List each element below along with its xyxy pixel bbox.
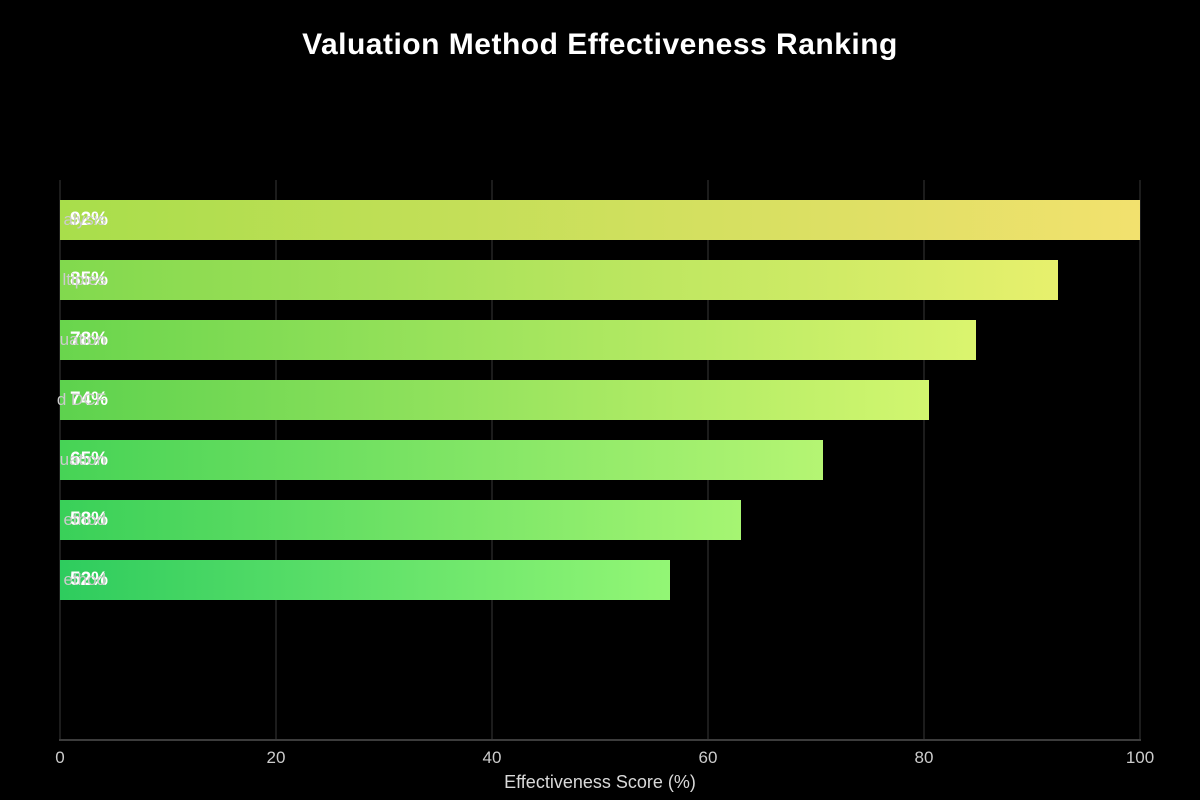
plot-area: 92% 85% 78% 74% 65% 58% 52% alysis ltiples uatio… [57, 180, 1141, 740]
x-tick-label: 0 [55, 748, 65, 767]
bar: 65% [60, 440, 824, 480]
y-axis-label: ltiples [62, 270, 106, 289]
bar: 58% [60, 500, 741, 540]
bar-value-label: 52% [70, 569, 109, 590]
x-tick-label: 40 [482, 748, 502, 767]
y-axis-label: d DCF [56, 390, 106, 409]
bar-value-label: 92% [70, 209, 109, 230]
bar: 74% [60, 380, 929, 420]
y-axis-label: uation [59, 450, 106, 469]
bar-value-label: 58% [70, 509, 109, 530]
x-tick-label: 20 [266, 748, 286, 767]
x-tick-label: 100 [1125, 748, 1155, 767]
gridline [1139, 180, 1141, 740]
y-axis-label: uation [59, 330, 106, 349]
y-axis-label: ethod [63, 570, 106, 589]
bar: 92% [60, 200, 1140, 240]
bar-value-label: 74% [70, 389, 109, 410]
bar: 78% [60, 320, 976, 360]
x-axis-title: Effectiveness Score (%) [504, 772, 696, 792]
bar-value-label: 65% [70, 449, 109, 470]
gridline [923, 180, 925, 740]
chart-title: Valuation Method Effectiveness Ranking [302, 28, 898, 61]
bar-value-label: 85% [70, 269, 109, 290]
x-axis-line [59, 739, 1141, 741]
y-axis-label: ethod [63, 510, 106, 529]
x-tick-label: 80 [914, 748, 934, 767]
bar-value-label: 78% [70, 329, 109, 350]
bar: 52% [60, 560, 671, 600]
x-tick-label: 60 [698, 748, 718, 767]
y-axis-label: alysis [63, 210, 106, 229]
bar: 85% [60, 260, 1058, 300]
